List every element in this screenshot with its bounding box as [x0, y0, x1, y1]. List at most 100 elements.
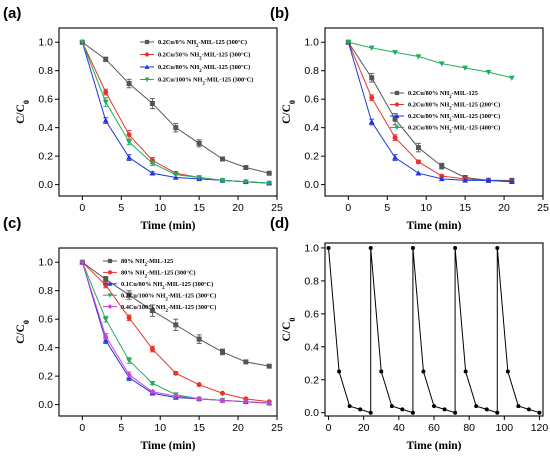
data-point: [196, 395, 202, 403]
series: [79, 39, 273, 187]
data-point: [462, 65, 469, 71]
data-point: [508, 75, 515, 81]
panel-label: (c): [3, 215, 21, 232]
data-point: [266, 400, 272, 407]
y-tick-label: 1.0: [304, 242, 319, 254]
data-point: [368, 45, 375, 51]
series: [345, 39, 515, 183]
data-point: [126, 315, 132, 321]
y-axis-title: C/C0: [15, 100, 31, 124]
data-point: [149, 308, 155, 314]
data-point: [337, 369, 342, 374]
x-axis-title: Time (min): [140, 220, 195, 232]
chart-panel-b: 0 5 10 15 20 25 0.0 0.2 0.4 0.6 0.8 1.0 Time (min) C/…: [270, 5, 549, 232]
legend-label: 0.1Cu/80% NH2-MIL-125 (300°C): [121, 281, 213, 291]
data-point: [394, 125, 400, 131]
chart-panel-d: 0 20 40 60 80 100 120 0.0 0.2 0.4 0.6 0.8 1.0 Time (m…: [270, 215, 548, 452]
x-axis-title: Time (min): [140, 440, 195, 452]
data-point: [103, 282, 109, 288]
legend-label: 0.2Cu/80% NH2-MIL-125: [408, 90, 478, 100]
data-point: [439, 163, 445, 169]
x-tick-label: 20: [232, 422, 244, 434]
data-point: [392, 49, 398, 56]
data-point: [369, 75, 375, 81]
data-point: [474, 404, 479, 409]
data-point: [126, 154, 132, 160]
series-line: [347, 42, 512, 183]
series: [345, 39, 515, 185]
data-point: [453, 245, 458, 250]
y-tick-label: 0.2: [38, 371, 53, 383]
legend-label: 0.2Cu/80% NH2-MIL-125 (400°C): [408, 125, 500, 135]
legend-label: 0.2Cu/80% NH2-MIL-125 (200°C): [408, 102, 500, 112]
data-point: [102, 99, 109, 106]
data-point: [442, 407, 447, 412]
data-point: [107, 270, 113, 275]
data-point: [438, 61, 445, 67]
x-tick-label: 25: [271, 422, 283, 434]
data-point: [196, 175, 203, 181]
data-point: [463, 369, 468, 374]
data-point: [326, 245, 331, 250]
y-tick-label: 0.4: [304, 341, 319, 353]
data-point: [266, 180, 273, 187]
data-point: [505, 369, 510, 374]
y-tick-label: 1.0: [38, 37, 53, 49]
x-tick-label: 0: [79, 422, 85, 434]
series: [345, 39, 515, 185]
data-point: [415, 145, 421, 151]
x-tick-label: 40: [393, 422, 405, 434]
plot-frame: [324, 27, 544, 197]
x-tick-label: 0: [326, 422, 332, 434]
data-point: [508, 178, 515, 185]
data-point: [196, 140, 202, 146]
data-point: [462, 177, 469, 183]
x-tick-label: 80: [463, 422, 475, 434]
plot-frame: [58, 247, 278, 417]
y-tick-label: 0.8: [304, 275, 319, 287]
data-point: [495, 245, 500, 250]
data-point: [392, 116, 398, 122]
data-point: [358, 407, 363, 412]
data-point: [243, 165, 249, 171]
legend: 0.2Cu/0% NH2-MIL-125 (300°C) 0.2Cu/50% NH…: [140, 39, 253, 86]
series: [79, 39, 273, 186]
data-point: [79, 259, 85, 266]
y-tick-label: 0.6: [304, 94, 319, 106]
y-tick-label: 1.0: [38, 257, 53, 269]
y-tick-label: 0.6: [38, 314, 53, 326]
data-point: [219, 178, 226, 184]
data-point: [144, 64, 150, 69]
x-tick-label: 5: [118, 422, 124, 434]
data-point: [173, 370, 179, 376]
series-line: [82, 41, 270, 174]
data-point: [243, 398, 249, 405]
data-point: [410, 245, 415, 250]
legend-label: 0.2Cu/100% NH2-MIL-125 (300°C): [158, 77, 253, 87]
x-tick-label: 20: [358, 422, 370, 434]
data-point: [432, 404, 436, 409]
x-tick-label: 15: [459, 202, 471, 214]
series: [79, 259, 272, 407]
data-point: [107, 258, 113, 264]
legend-label: 80% NH2-MIL-125 (300°C): [121, 270, 196, 280]
data-point: [421, 369, 426, 374]
x-tick-label: 0: [345, 202, 351, 214]
data-point: [149, 170, 156, 176]
data-point: [415, 159, 421, 165]
data-point: [368, 245, 373, 250]
x-tick-label: 25: [271, 202, 283, 214]
data-point: [196, 336, 202, 342]
data-point: [102, 316, 109, 323]
data-point: [79, 39, 86, 46]
legend-label: 0.2Cu/0% NH2-MIL-125 (300°C): [158, 39, 247, 49]
data-point: [243, 359, 249, 365]
series-line: [328, 247, 540, 414]
x-tick-label: 15: [193, 422, 205, 434]
data-point: [410, 410, 415, 415]
data-point: [173, 125, 179, 131]
legend-label: 0.4Cu/100% NH2-MIL-125 (300°C): [121, 304, 216, 314]
data-point: [103, 89, 109, 95]
